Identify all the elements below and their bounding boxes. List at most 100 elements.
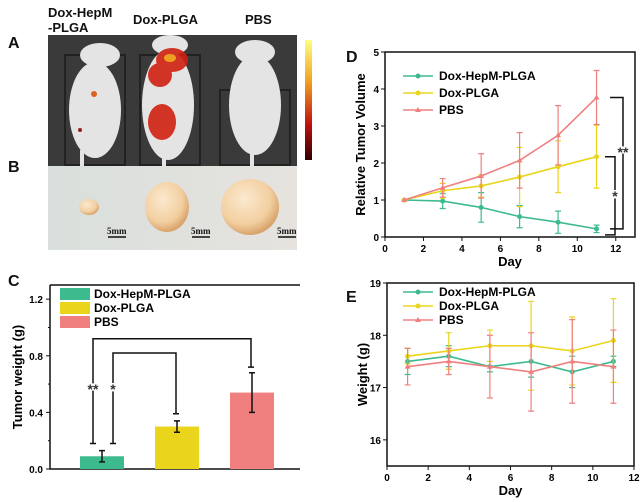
x-tick-label: 6 [508,473,514,484]
x-tick-label: 10 [587,473,599,484]
legend-label: Dox-HepM-PLGA [439,69,536,83]
y-tick-label: 4 [373,85,379,96]
y-axis-label: Tumor weight (g) [10,325,25,429]
y-tick-label: 0.0 [29,465,43,476]
tumor-dox-plga [145,182,189,232]
data-point [404,363,411,369]
y-tick-label: 1.2 [29,295,43,306]
color-scale-bar [305,40,312,160]
tumor-photo: 5mm 5mm 5mm [48,166,297,250]
series-line-Dox-PLGA [407,339,614,357]
legend-label: Dox-PLGA [94,301,154,315]
x-tick-label: 2 [421,244,427,255]
column-label-dox-plga: Dox-PLGA [133,12,199,27]
x-axis-label: Day [499,483,524,498]
legend-marker [415,303,421,309]
x-tick-label: 12 [628,473,640,484]
y-tick-label: 0 [373,233,379,244]
panel-label-e: E [346,289,357,306]
legend-marker [415,73,421,79]
error-bar [99,449,105,463]
data-point [593,94,600,100]
fluorescence-image [48,35,312,166]
data-point [445,358,452,364]
legend-marker [415,90,421,96]
bar-Dox-PLGA [155,426,199,469]
legend-swatch [60,302,90,314]
tumor-weight-bar-chart: 0.0 0.4 0.8 1.2 Tumor weight (g) Dox-HepM-PLG… [10,284,300,476]
data-point [439,184,446,190]
body-weight-chart: 0 2 4 6 8 10 12 16 17 18 19 Day Weight (g) Dox-HepM-P… [355,279,640,498]
data-point [478,204,484,210]
significance-bracket [605,155,616,236]
data-point [555,219,561,225]
y-tick-label: 0.8 [29,352,43,363]
series-line-Dox-HepM-PLGA [404,199,597,230]
x-tick-label: 8 [536,244,542,255]
y-tick-label: 5 [373,48,379,59]
significance-label: ** [618,144,629,160]
series-line-Dox-HepM-PLGA [407,355,614,373]
panel-label-c: C [8,273,20,290]
legend-label: Dox-HepM-PLGA [94,287,191,301]
significance-bracket [90,338,254,445]
data-point [528,368,535,374]
y-tick-label: 19 [370,279,382,290]
series-line-Dox-PLGA [404,155,597,201]
tumor-dox-hepm-plga [79,199,99,215]
legend-marker [415,107,421,112]
series-line-PBS [407,360,614,373]
tumor-pbs [221,179,279,235]
scale-bar-label: 5mm [191,226,211,236]
series-line-PBS [403,96,598,201]
data-point [517,214,523,220]
y-tick-label: 2 [373,159,379,170]
column-label-plga: -PLGA [48,20,89,35]
data-point [594,154,600,160]
panel-label-a: A [8,35,20,52]
data-point [610,363,617,369]
data-point [401,197,408,202]
data-point [486,363,493,369]
data-point [594,226,600,232]
significance-label: * [612,188,618,204]
column-label-pbs: PBS [245,12,272,27]
x-tick-label: 8 [549,473,555,484]
y-tick-label: 3 [373,122,379,133]
x-tick-label: 0 [384,473,390,484]
panel-label-d: D [346,49,358,66]
legend-label: PBS [94,315,119,329]
x-tick-label: 0 [382,244,388,255]
x-tick-label: 4 [467,473,473,484]
data-point [569,358,576,364]
legend-label: PBS [439,313,464,327]
data-point [555,132,562,138]
data-point [478,172,485,178]
error-bar [174,420,180,433]
x-tick-label: 6 [498,244,504,255]
legend-label: Dox-PLGA [439,299,499,313]
column-label-dox-hepm: Dox-HepM [48,5,112,20]
x-tick-label: 10 [572,244,584,255]
y-tick-label: 1 [373,196,379,207]
legend-label: Dox-HepM-PLGA [439,285,536,299]
legend-marker [415,317,421,322]
significance-bracket [610,96,624,230]
plot-frame [384,51,636,238]
y-axis-label: Relative Tumor Volume [353,73,368,216]
mouse-dox-hepm-plga [69,43,121,166]
plot-frame [386,282,635,467]
y-tick-label: 16 [370,436,382,447]
y-tick-label: 0.4 [29,408,43,419]
y-tick-label: 17 [370,384,382,395]
x-tick-label: 4 [459,244,465,255]
legend-label: Dox-PLGA [439,86,499,100]
y-tick-label: 18 [370,331,382,342]
legend-label: PBS [439,103,464,117]
data-point [440,198,446,204]
significance-bracket [110,352,179,445]
legend-swatch [60,288,90,300]
y-axis-label: Weight (g) [355,343,370,406]
